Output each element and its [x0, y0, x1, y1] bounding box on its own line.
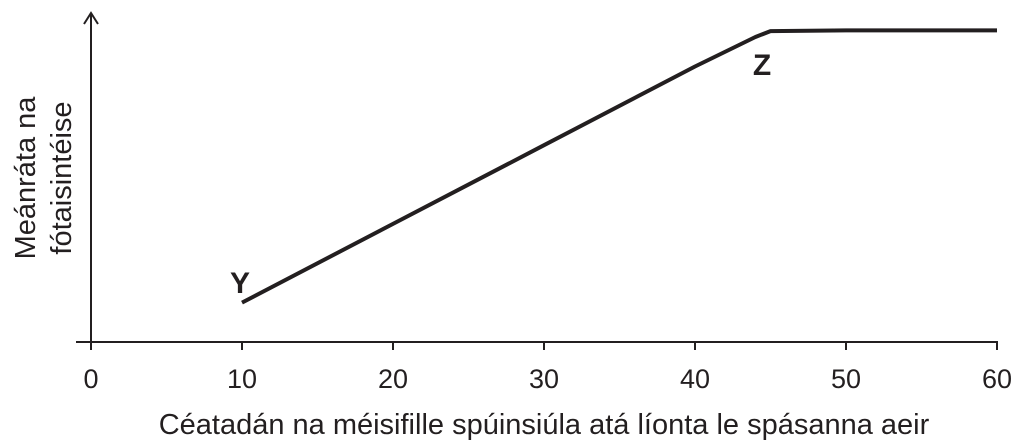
- point-label-y: Y: [230, 267, 250, 300]
- x-tick-label-30: 30: [529, 364, 559, 394]
- x-tick-label-0: 0: [83, 364, 98, 394]
- x-ticks: [90, 342, 998, 350]
- x-tick-label-50: 50: [831, 364, 861, 394]
- x-tick-label-40: 40: [680, 364, 710, 394]
- x-tick-label-10: 10: [227, 364, 257, 394]
- x-axis-title: Céatadán na méisifille spúinsiúla atá lí…: [159, 409, 930, 441]
- series-line: [241, 28, 997, 305]
- x-tick-label-60: 60: [982, 364, 1012, 394]
- y-axis-title: Meánráta na fótaisintéise: [10, 96, 78, 260]
- y-axis-arrow-icon: [83, 11, 99, 25]
- y-axis-title-line-1: Meánráta na: [10, 96, 42, 260]
- x-tick-labels: 0 10 20 30 40 50 60: [83, 364, 1012, 394]
- y-axis-title-line-2: fótaisintéise: [46, 101, 78, 254]
- x-tick-label-20: 20: [378, 364, 408, 394]
- point-label-z: Z: [753, 49, 771, 82]
